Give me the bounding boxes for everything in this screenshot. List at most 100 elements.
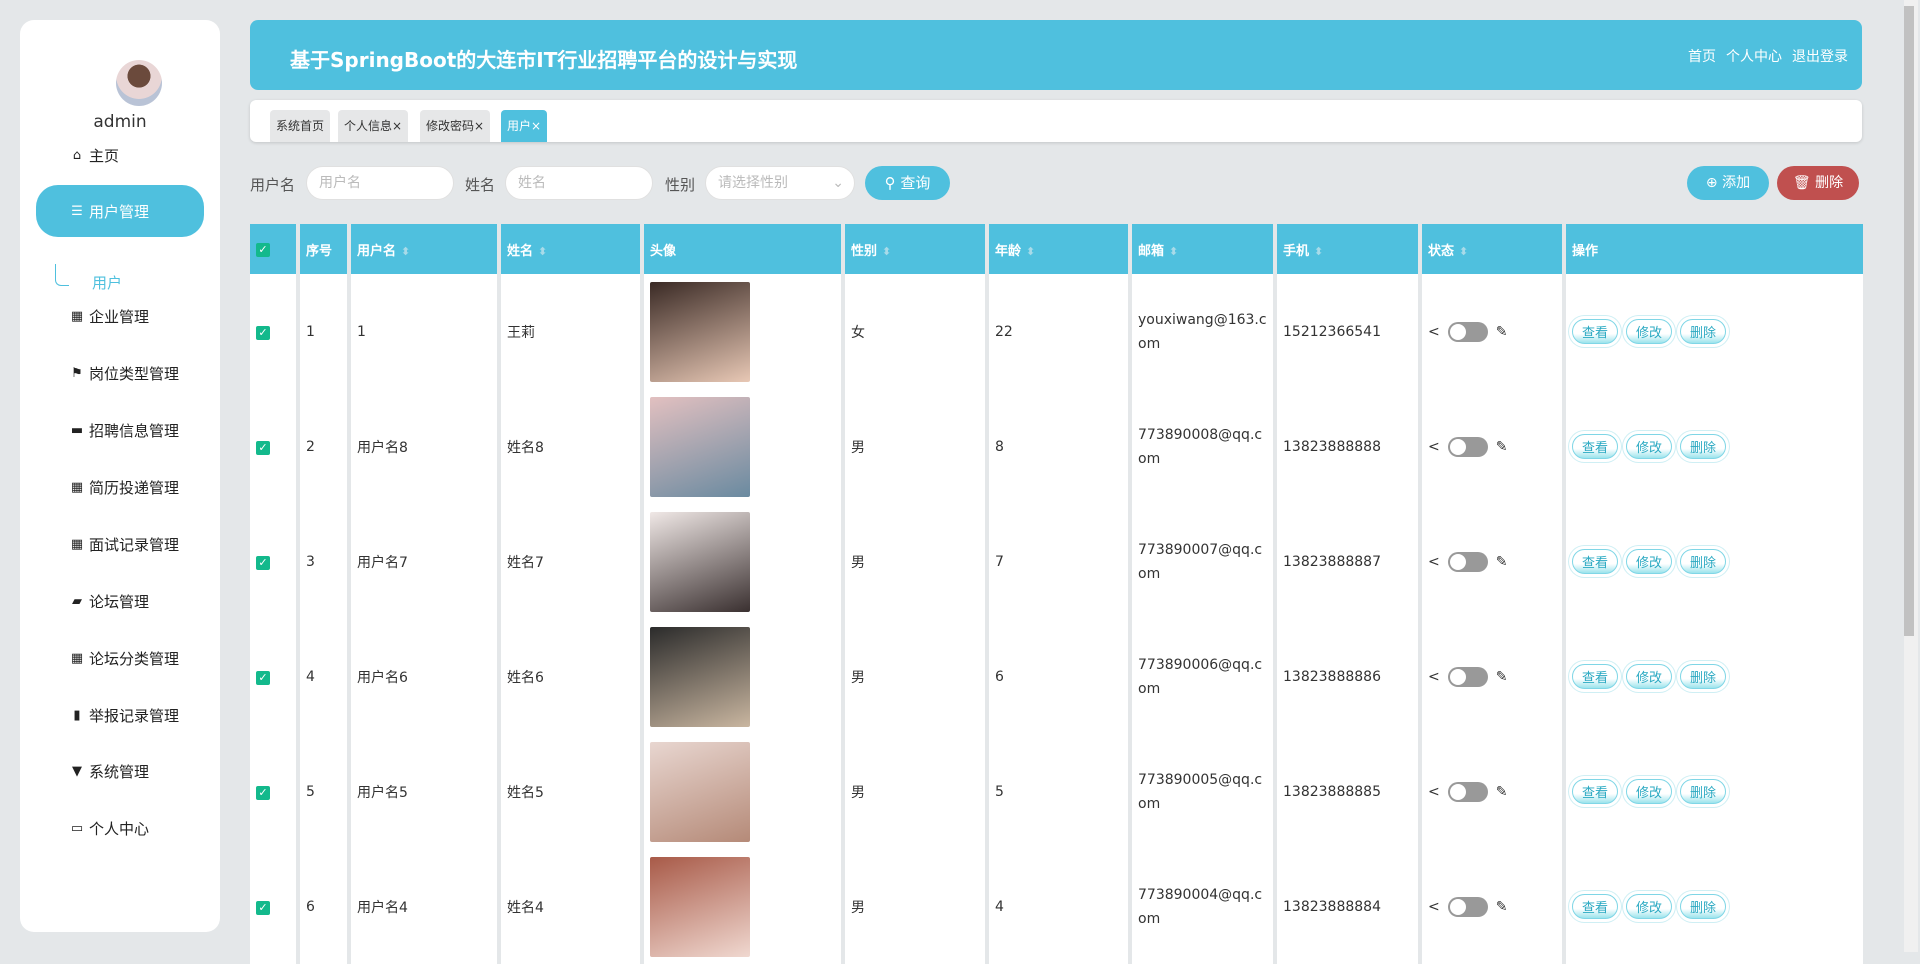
status-toggle[interactable] — [1447, 666, 1488, 687]
row-checkbox[interactable]: ✓ — [256, 325, 270, 340]
select-all-header[interactable]: ✓ — [250, 224, 296, 274]
row-select[interactable]: ✓ — [250, 619, 296, 734]
view-button[interactable]: 查看 — [1572, 779, 1619, 804]
sidebar-item-4[interactable]: ▬ 招聘信息管理 — [20, 410, 220, 450]
edit-icon[interactable]: ✎ — [1495, 668, 1508, 685]
tab-user[interactable]: 用户× — [501, 110, 548, 142]
view-button[interactable]: 查看 — [1572, 894, 1619, 919]
col-gender[interactable]: 性别 ⬍ — [845, 224, 985, 274]
edit-icon[interactable]: ✎ — [1495, 898, 1508, 915]
col-username[interactable]: 用户名 ⬍ — [351, 224, 497, 274]
sidebar-item-1[interactable]: ☰ 用户管理 — [36, 185, 204, 237]
delete-row-button[interactable]: 删除 — [1680, 434, 1727, 459]
sort-icon[interactable]: ⬍ — [538, 244, 548, 258]
user-photo[interactable] — [650, 396, 750, 497]
tab-profile[interactable]: 个人信息× — [338, 110, 409, 142]
status-toggle[interactable] — [1447, 551, 1488, 572]
scrollbar-thumb[interactable] — [1904, 6, 1914, 636]
user-photo[interactable] — [650, 511, 750, 612]
row-select[interactable]: ✓ — [250, 504, 296, 619]
link-profile[interactable]: 个人中心 — [1726, 49, 1782, 65]
share-icon[interactable]: < — [1428, 323, 1440, 340]
status-toggle[interactable] — [1447, 436, 1488, 457]
edit-icon[interactable]: ✎ — [1495, 323, 1508, 340]
status-toggle[interactable] — [1447, 781, 1488, 802]
sidebar-item-10[interactable]: ▼ 系统管理 — [20, 751, 220, 791]
col-name[interactable]: 姓名 ⬍ — [501, 224, 640, 274]
user-photo[interactable] — [650, 741, 750, 842]
sidebar-item-11[interactable]: ▭ 个人中心 — [20, 808, 220, 848]
delete-row-button[interactable]: 删除 — [1680, 319, 1727, 344]
row-select[interactable]: ✓ — [250, 389, 296, 504]
edit-button[interactable]: 修改 — [1626, 894, 1673, 919]
sidebar-subitem-user[interactable]: 用户 — [92, 274, 123, 292]
name-input[interactable]: 姓名 — [505, 166, 653, 200]
share-icon[interactable]: < — [1428, 783, 1440, 800]
sidebar-item-8[interactable]: ▦ 论坛分类管理 — [20, 638, 220, 678]
link-home[interactable]: 首页 — [1688, 49, 1716, 65]
sidebar-item-9[interactable]: ▮ 举报记录管理 — [20, 695, 220, 735]
scrollbar[interactable] — [1904, 0, 1918, 952]
username-input[interactable]: 用户名 — [306, 166, 454, 200]
select-all-checkbox[interactable]: ✓ — [256, 242, 270, 257]
gender-select[interactable]: 请选择性别 ⌄ — [705, 166, 855, 200]
row-select[interactable]: ✓ — [250, 734, 296, 849]
sidebar-item-0[interactable]: ⌂ 主页 — [20, 135, 220, 175]
tab-password[interactable]: 修改密码× — [420, 110, 491, 142]
sort-icon[interactable]: ⬍ — [1459, 244, 1469, 258]
col-email[interactable]: 邮箱 ⬍ — [1132, 224, 1273, 274]
sidebar-item-7[interactable]: ▰ 论坛管理 — [20, 581, 220, 621]
row-select[interactable]: ✓ — [250, 849, 296, 964]
row-select[interactable]: ✓ — [250, 274, 296, 389]
edit-icon[interactable]: ✎ — [1495, 438, 1508, 455]
query-button[interactable]: ⚲ 查询 — [865, 166, 950, 200]
status-toggle[interactable] — [1447, 321, 1488, 342]
sort-icon[interactable]: ⬍ — [1026, 244, 1036, 258]
status-toggle[interactable] — [1447, 896, 1488, 917]
sidebar-item-6[interactable]: ▦ 面试记录管理 — [20, 524, 220, 564]
user-photo[interactable] — [650, 856, 750, 957]
edit-button[interactable]: 修改 — [1626, 664, 1673, 689]
sort-icon[interactable]: ⬍ — [1314, 244, 1324, 258]
sidebar-item-2[interactable]: ▦ 企业管理 — [20, 296, 220, 336]
tab-home[interactable]: 系统首页 — [270, 110, 331, 142]
edit-button[interactable]: 修改 — [1626, 779, 1673, 804]
row-checkbox[interactable]: ✓ — [256, 670, 270, 685]
add-button[interactable]: ⊕ 添加 — [1687, 166, 1769, 200]
view-button[interactable]: 查看 — [1572, 664, 1619, 689]
sidebar-item-label: 招聘信息管理 — [89, 421, 180, 440]
sidebar-item-5[interactable]: ▦ 简历投递管理 — [20, 467, 220, 507]
sort-icon[interactable]: ⬍ — [882, 244, 892, 258]
delete-row-button[interactable]: 删除 — [1680, 894, 1727, 919]
row-checkbox[interactable]: ✓ — [256, 555, 270, 570]
share-icon[interactable]: < — [1428, 668, 1440, 685]
col-phone[interactable]: 手机 ⬍ — [1277, 224, 1418, 274]
view-button[interactable]: 查看 — [1572, 549, 1619, 574]
sort-icon[interactable]: ⬍ — [401, 244, 411, 258]
row-checkbox[interactable]: ✓ — [256, 785, 270, 800]
delete-row-button[interactable]: 删除 — [1680, 779, 1727, 804]
edit-button[interactable]: 修改 — [1626, 319, 1673, 344]
sort-icon[interactable]: ⬍ — [1169, 244, 1179, 258]
sidebar-item-3[interactable]: ⚑ 岗位类型管理 — [20, 353, 220, 393]
col-age[interactable]: 年龄 ⬍ — [989, 224, 1128, 274]
share-icon[interactable]: < — [1428, 553, 1440, 570]
edit-icon[interactable]: ✎ — [1495, 783, 1508, 800]
link-logout[interactable]: 退出登录 — [1792, 49, 1848, 65]
delete-row-button[interactable]: 删除 — [1680, 664, 1727, 689]
user-photo[interactable] — [650, 281, 750, 382]
view-button[interactable]: 查看 — [1572, 319, 1619, 344]
share-icon[interactable]: < — [1428, 438, 1440, 455]
user-photo[interactable] — [650, 626, 750, 727]
avatar[interactable] — [116, 60, 162, 106]
share-icon[interactable]: < — [1428, 898, 1440, 915]
view-button[interactable]: 查看 — [1572, 434, 1619, 459]
edit-button[interactable]: 修改 — [1626, 434, 1673, 459]
delete-row-button[interactable]: 删除 — [1680, 549, 1727, 574]
col-status[interactable]: 状态 ⬍ — [1422, 224, 1562, 274]
edit-icon[interactable]: ✎ — [1495, 553, 1508, 570]
row-checkbox[interactable]: ✓ — [256, 440, 270, 455]
row-checkbox[interactable]: ✓ — [256, 900, 270, 915]
edit-button[interactable]: 修改 — [1626, 549, 1673, 574]
delete-button[interactable]: 🗑 删除 — [1777, 166, 1859, 200]
